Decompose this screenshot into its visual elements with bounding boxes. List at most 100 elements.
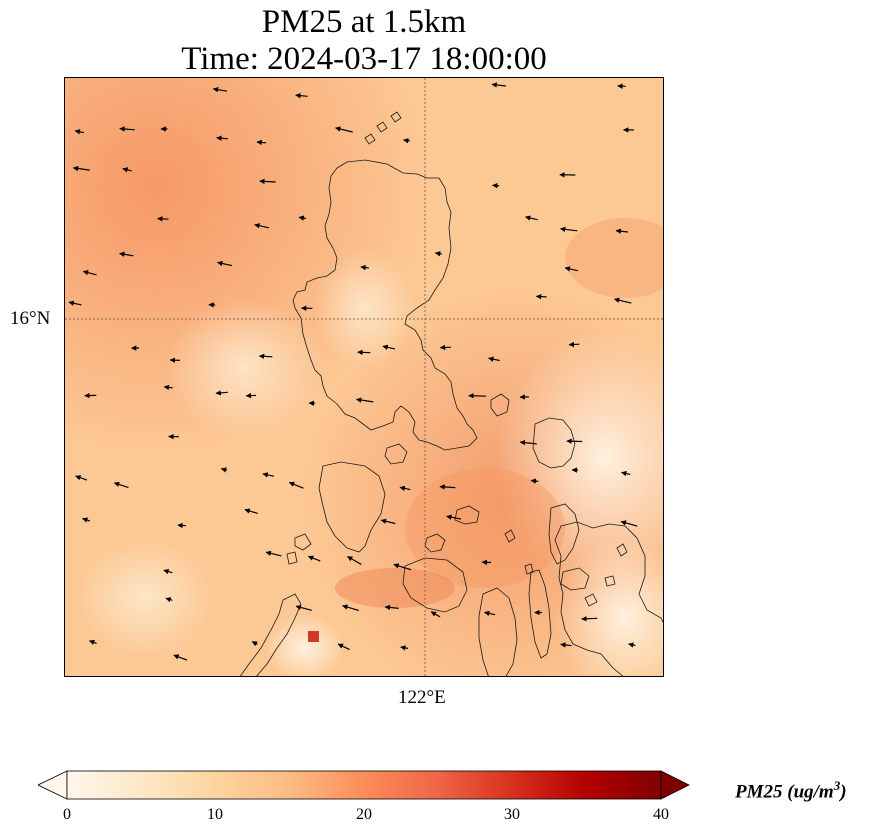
coastlines <box>239 111 663 676</box>
wind-arrow <box>620 520 638 527</box>
camotes-islands <box>584 575 616 607</box>
wind-arrow <box>295 92 308 99</box>
wind-arrow <box>342 604 359 611</box>
wind-arrow <box>380 518 396 525</box>
wind-arrow <box>68 300 82 306</box>
luzon-coast <box>292 159 478 451</box>
wind-arrow <box>216 135 228 141</box>
wind-arrow <box>384 604 399 611</box>
wind-arrow <box>393 563 412 571</box>
mindanao-coast <box>554 521 663 676</box>
wind-arrow <box>337 643 350 651</box>
leyte-coast <box>548 503 580 565</box>
map-canvas <box>65 78 663 676</box>
map-title: PM25 at 1.5km <box>261 4 467 40</box>
wind-arrow <box>621 470 631 477</box>
wind-arrow <box>488 356 500 362</box>
wind-arrow <box>439 344 451 351</box>
wind-arrow <box>173 654 188 661</box>
map-panel <box>64 77 664 677</box>
pm25-high-visayas <box>405 468 565 588</box>
pm25-low-mindoro <box>265 613 345 676</box>
colorbar-tick: 20 <box>356 806 372 823</box>
map-time-title: Time: 2024-03-17 18:00:00 <box>181 41 547 77</box>
negros-coast <box>478 587 518 676</box>
wind-arrow <box>347 555 362 566</box>
wind-arrow <box>560 642 572 648</box>
wind-arrow <box>122 167 132 173</box>
pm25-high-east <box>565 218 663 298</box>
panay-coast <box>402 557 468 613</box>
babuyan-islands <box>364 111 402 145</box>
wind-arrow <box>400 645 409 651</box>
colorbar-gradient <box>66 770 662 800</box>
pm25-high-strait <box>335 568 455 608</box>
wind-arrow <box>298 215 307 221</box>
pm25-low-southeast <box>555 538 663 676</box>
longitude-label: 122°E <box>398 687 446 708</box>
wind-arrow <box>163 569 173 575</box>
wind-arrow <box>113 481 129 489</box>
bohol-coast <box>560 567 590 591</box>
busuanga-coast <box>286 533 312 565</box>
wind-arrow <box>256 139 267 146</box>
colorbar-min-extend <box>38 770 68 800</box>
small-islets <box>504 529 628 575</box>
colorbar-tick: 0 <box>63 806 71 823</box>
wind-arrow <box>491 82 506 88</box>
wind-arrow <box>519 439 537 446</box>
wind-arrow <box>265 550 282 557</box>
wind-arrow <box>559 226 578 233</box>
wind-arrow <box>335 126 353 133</box>
colorbar-tick: 30 <box>504 806 520 823</box>
colorbar-max-extend <box>660 770 690 800</box>
wind-arrow <box>430 611 441 618</box>
wind-arrow <box>119 251 134 257</box>
wind-arrow <box>564 266 579 272</box>
pm25-low-north <box>315 248 415 368</box>
wind-arrow <box>615 228 628 234</box>
wind-arrow <box>307 555 321 562</box>
mindoro-coast <box>318 461 386 553</box>
colorbar-label-exponent: 3 <box>833 778 841 793</box>
wind-arrow <box>439 484 456 490</box>
wind-arrow <box>215 390 228 396</box>
wind-arrow <box>82 517 90 523</box>
wind-arrow <box>72 165 90 172</box>
cebu-coast <box>528 569 552 659</box>
colorbar <box>38 770 690 800</box>
wind-arrow <box>258 353 273 359</box>
wind-arrow <box>259 178 276 185</box>
wind-arrow <box>360 264 369 271</box>
wind-arrow <box>82 269 97 276</box>
wind-arrow <box>220 467 228 473</box>
wind-arrow <box>165 597 173 603</box>
colorbar-label: PM25 (ug/m3) <box>735 775 847 803</box>
wind-arrow <box>524 215 538 221</box>
wind-arrow <box>628 642 636 648</box>
wind-arrow <box>382 344 396 350</box>
marinduque-coast <box>384 443 408 465</box>
pm25-low-west <box>165 298 325 438</box>
colorbar-tick: 40 <box>653 806 669 823</box>
wind-arrow <box>288 481 304 489</box>
wind-arrow <box>119 126 135 132</box>
masbate-coast <box>454 505 480 525</box>
wind-arrow <box>399 485 411 492</box>
wind-arrow <box>613 297 632 304</box>
wind-arrow <box>581 616 598 622</box>
wind-arrow <box>251 640 258 647</box>
wind-arrow <box>535 293 547 300</box>
wind-arrow <box>217 260 233 267</box>
wind-arrow <box>402 138 410 144</box>
wind-arrow <box>157 216 169 222</box>
colorbar-label-close: ) <box>840 781 847 803</box>
pm25-low-southwest <box>75 538 215 658</box>
wind-arrow <box>262 472 275 478</box>
wind-arrow <box>530 478 539 484</box>
wind-arrow <box>254 223 270 229</box>
wind-arrow <box>245 392 256 399</box>
wind-arrow <box>75 475 88 481</box>
wind-arrow <box>568 341 580 348</box>
wind-arrow <box>295 604 312 611</box>
